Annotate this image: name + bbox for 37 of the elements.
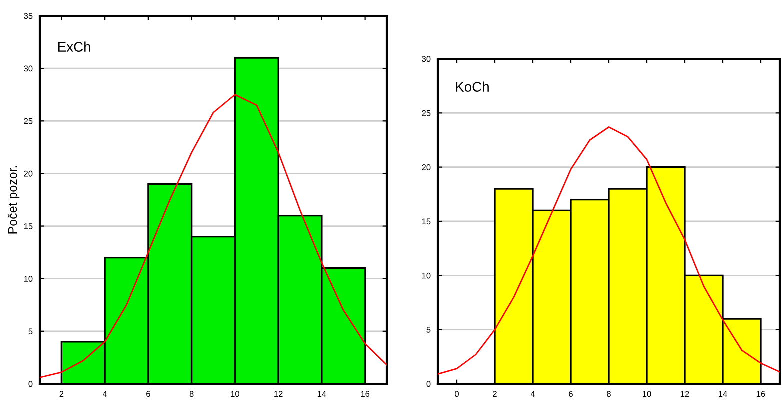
y-tick-label: 10 — [24, 276, 33, 282]
y-tick-label: 10 — [422, 272, 431, 279]
y-axis-title: Počet pozor. — [8, 166, 20, 234]
y-tick-label: 25 — [422, 110, 431, 116]
y-tick-label: 15 — [422, 218, 431, 225]
x-tick-label: 6 — [146, 391, 150, 398]
x-tick-label: 10 — [643, 391, 652, 398]
y-tick-label: 20 — [24, 170, 33, 177]
x-tick-label: 6 — [569, 391, 573, 398]
y-tick-label: 35 — [24, 13, 33, 20]
x-tick-label: 0 — [455, 391, 459, 398]
y-tick-label: 30 — [422, 56, 431, 62]
x-tick-label: 16 — [757, 391, 766, 398]
text: ExCh — [58, 42, 90, 52]
y-tick-label: 30 — [24, 66, 33, 72]
x-tick-label: 2 — [493, 391, 497, 397]
x-tick-label: 14 — [318, 391, 326, 397]
y-tick-label: 5 — [426, 327, 431, 333]
x-tick-label: 4 — [102, 391, 108, 397]
x-tick-label: 8 — [607, 391, 611, 398]
x-tick-label: 12 — [681, 391, 690, 397]
text: KoCh — [456, 82, 489, 92]
y-tick-label: 25 — [24, 118, 33, 124]
x-tick-label: 4 — [530, 391, 536, 397]
x-tick-label: 12 — [274, 391, 283, 397]
x-tick-label: 2 — [60, 391, 64, 397]
y-tick-label: 20 — [422, 164, 431, 170]
x-tick-label: 14 — [719, 391, 728, 397]
x-tick-label: 10 — [231, 391, 240, 398]
line-series — [438, 126, 780, 375]
y-tick-label: 15 — [24, 224, 33, 230]
x-tick-label: 8 — [190, 391, 194, 398]
y-tick-label: 0 — [28, 381, 33, 388]
y-tick-label: 5 — [28, 328, 33, 335]
line-series — [40, 94, 387, 378]
y-tick-label: 0 — [426, 381, 431, 388]
x-tick-label: 16 — [361, 391, 370, 398]
